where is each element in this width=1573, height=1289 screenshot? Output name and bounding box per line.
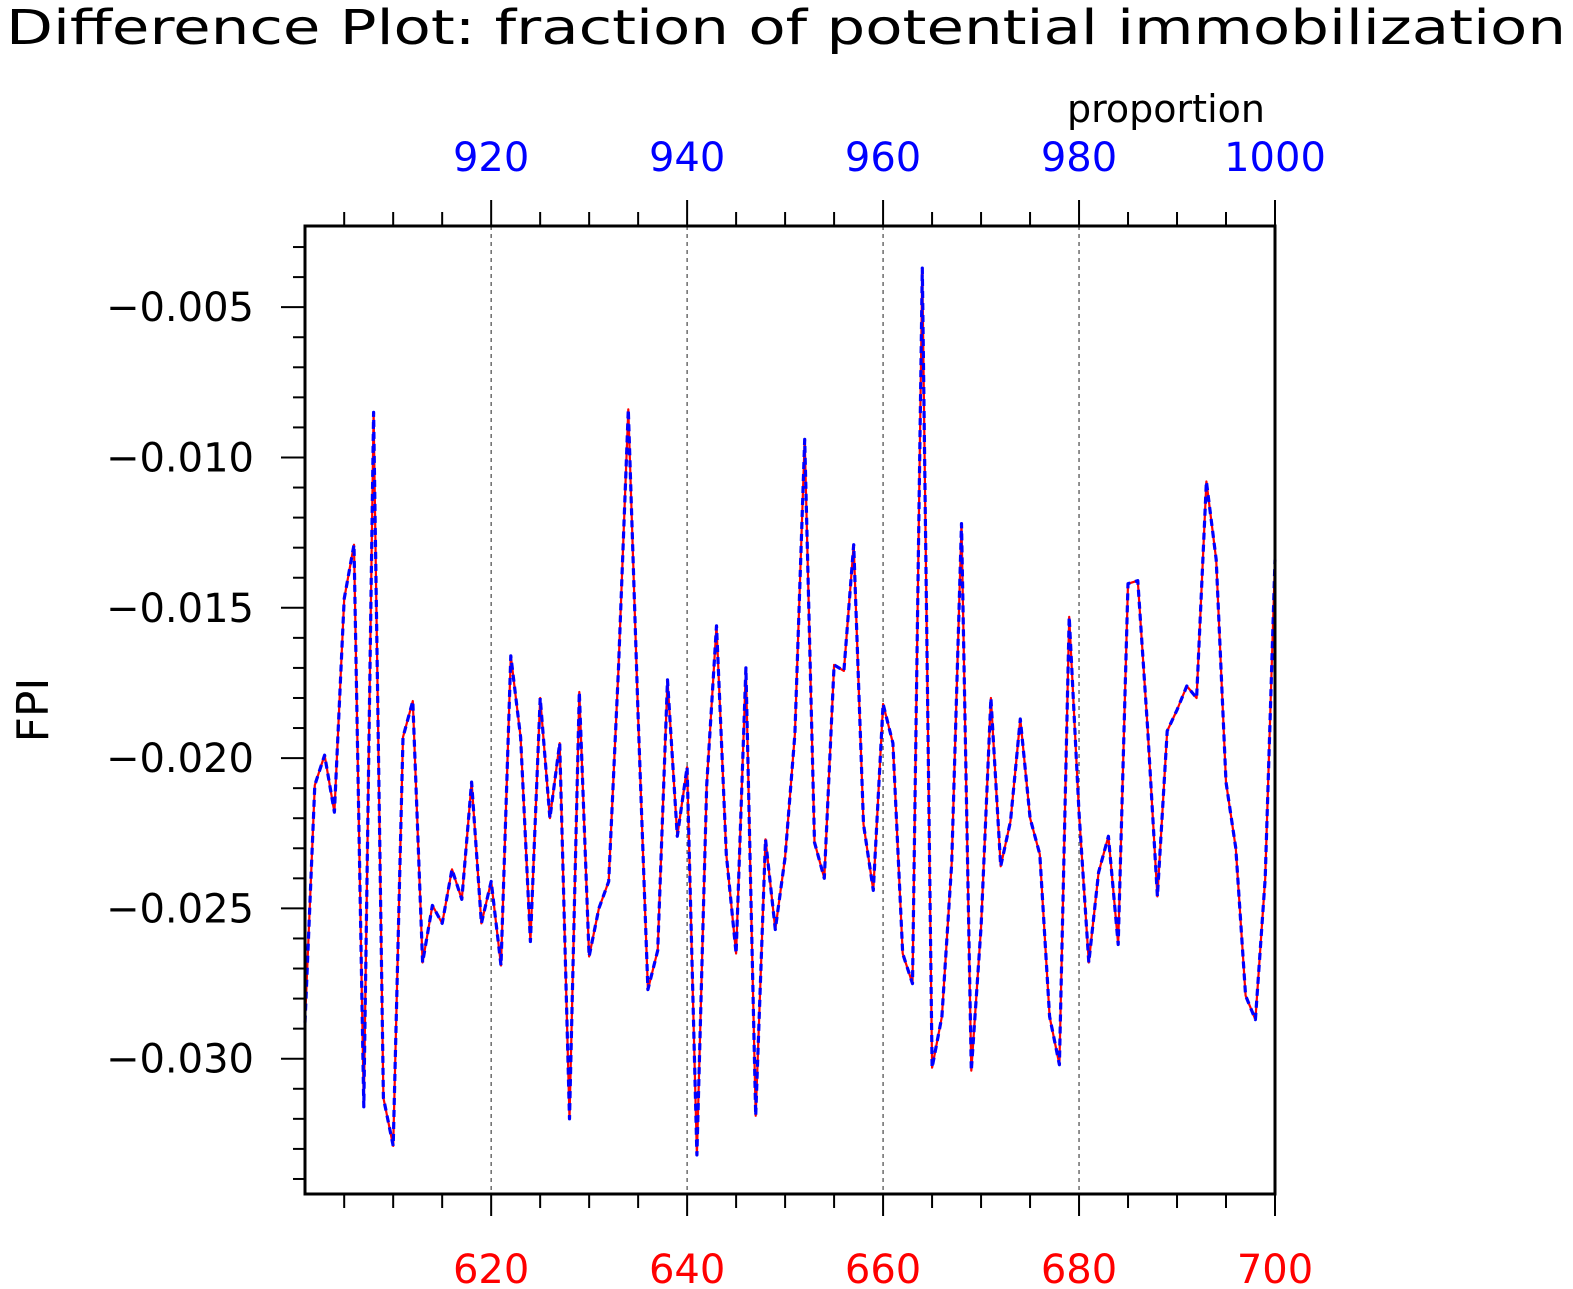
x-tick-label: 620	[453, 1247, 529, 1289]
top-axis-label: proportion	[1067, 87, 1265, 131]
y-tick-label: −0.005	[106, 285, 254, 331]
x-tick-label: 680	[1041, 1247, 1117, 1289]
y-tick-label: −0.030	[106, 1037, 254, 1083]
series-line-2	[303, 266, 1277, 1157]
x-tick-label: 640	[649, 1247, 725, 1289]
x-tick-label: 700	[1237, 1247, 1313, 1289]
top-tick-label: 980	[1041, 135, 1117, 181]
chart-title: Difference Plot: fraction of potential i…	[6, 0, 1566, 56]
top-tick-label: 920	[453, 135, 529, 181]
y-tick-label: −0.015	[106, 586, 254, 632]
y-tick-label: −0.010	[106, 435, 254, 481]
top-tick-label: 1000	[1224, 135, 1326, 181]
y-tick-label: −0.025	[106, 886, 254, 932]
series-layer	[303, 266, 1277, 1157]
series-line-1	[303, 267, 1277, 1157]
y-axis-label: FPI	[8, 678, 59, 743]
plot-frame	[303, 224, 1277, 1196]
top-tick-label: 940	[649, 135, 725, 181]
axes	[281, 200, 1277, 1216]
top-tick-label: 960	[845, 135, 921, 181]
tick-labels: 620 640 660 680 700 920 940 960 980 1000 −0.005 −0.…	[106, 135, 1326, 1289]
y-tick-label: −0.020	[106, 736, 254, 782]
x-tick-label: 660	[845, 1247, 921, 1289]
